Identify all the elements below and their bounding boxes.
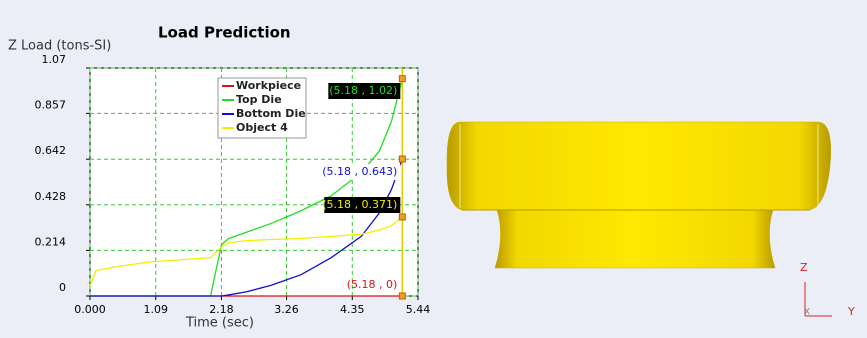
y-tick-label: 0	[59, 281, 66, 294]
legend-entry: Top Die	[236, 93, 282, 106]
plot: 0 0.214 0.428 0.642 0.857 1.07 0.000 1.09 2.18 3.…	[35, 53, 431, 316]
cursor-marker	[399, 76, 405, 82]
cursor-marker	[399, 293, 405, 299]
x-tick-label: 5.44	[406, 303, 431, 316]
triad-label: Y	[847, 305, 855, 318]
triad-label: X	[804, 308, 810, 318]
annotation: (5.18 , 0)	[347, 278, 398, 291]
annotation: (5.18 , 0.643)	[322, 165, 397, 178]
legend-entry: Object 4	[236, 121, 288, 134]
annotation: (5.18 , 1.02)	[329, 84, 397, 97]
y-tick-label: 1.07	[42, 53, 67, 66]
x-tick-label: 4.35	[340, 303, 365, 316]
y-tick-label: 0.857	[35, 98, 67, 111]
cursor-marker	[399, 214, 405, 220]
x-tick-label: 0.000	[74, 303, 106, 316]
screen: Load Prediction Z Load (tons-SI) Time (s…	[0, 0, 867, 338]
y-tick-label: 0.642	[35, 144, 67, 157]
y-axis-label: Z Load (tons-SI)	[8, 39, 111, 54]
chart-title: Load Prediction	[158, 24, 291, 42]
triad-label: Z	[800, 261, 808, 274]
y-tick-label: 0.214	[35, 235, 67, 248]
cursor-marker	[399, 156, 405, 162]
x-axis-label: Time (sec)	[185, 316, 254, 331]
legend-entry: Bottom Die	[236, 107, 306, 120]
legend-entry: Workpiece	[236, 79, 301, 92]
x-tick-label: 1.09	[143, 303, 168, 316]
annotation: (5.18 , 0.371)	[322, 198, 397, 211]
x-tick-label: 3.26	[274, 303, 299, 316]
y-tick-label: 0.428	[35, 190, 67, 203]
x-tick-label: 2.18	[209, 303, 234, 316]
